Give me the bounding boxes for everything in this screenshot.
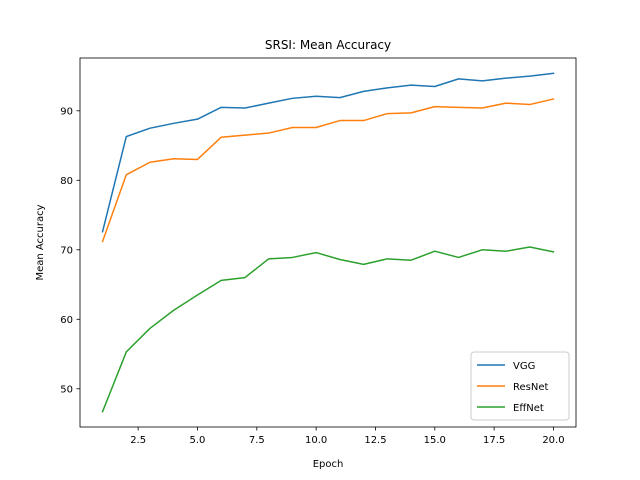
y-axis: 50 60 70 80 90 <box>60 106 80 395</box>
x-tick-label: 7.5 <box>249 435 265 446</box>
x-tick-label: 20.0 <box>542 435 564 446</box>
x-tick-label: 17.5 <box>483 435 505 446</box>
chart-title: SRSI: Mean Accuracy <box>265 38 391 52</box>
plot-lines <box>101 72 555 413</box>
legend-label-resnet: ResNet <box>513 382 548 393</box>
y-tick-label: 90 <box>60 106 73 117</box>
series-line-vgg <box>101 72 555 233</box>
plot-frame <box>79 57 577 428</box>
x-axis-label: Epoch <box>313 459 344 470</box>
x-tick-label: 5.0 <box>190 435 206 446</box>
x-tick-label: 15.0 <box>424 435 446 446</box>
y-tick-label: 70 <box>60 245 73 256</box>
x-tick-label: 2.5 <box>130 435 146 446</box>
y-tick-label: 80 <box>60 176 73 187</box>
x-tick-label: 12.5 <box>364 435 386 446</box>
series-line-resnet <box>101 98 555 243</box>
x-axis: 2.5 5.0 7.5 10.0 12.5 15.0 17.5 20.0 <box>130 427 565 446</box>
legend-label-effnet: EffNet <box>513 403 544 414</box>
legend-box <box>470 351 570 421</box>
y-tick-label: 60 <box>60 315 73 326</box>
series-line-effnet <box>101 246 555 413</box>
legend: VGG ResNet EffNet <box>470 351 570 421</box>
legend-label-vgg: VGG <box>513 361 535 372</box>
y-tick-label: 50 <box>60 384 73 395</box>
x-tick-label: 10.0 <box>305 435 327 446</box>
y-axis-label: Mean Accuracy <box>35 204 46 280</box>
